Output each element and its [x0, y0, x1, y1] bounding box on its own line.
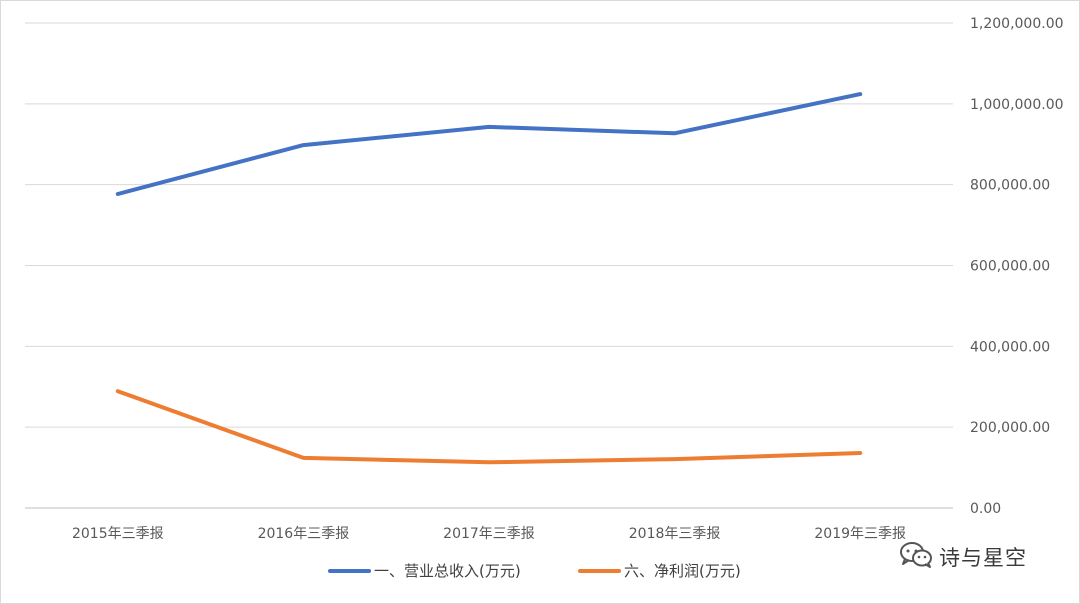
data-point	[116, 192, 120, 196]
y-tick-label: 400,000.00	[970, 339, 1050, 355]
series-line-2	[115, 389, 863, 465]
data-point	[301, 456, 305, 460]
y-tick-label: 1,200,000.00	[970, 16, 1064, 32]
x-tick-label: 2015年三季报	[72, 526, 164, 542]
series-line-1	[115, 92, 863, 196]
data-point	[301, 143, 305, 147]
y-tick-label: 800,000.00	[970, 178, 1050, 194]
x-tick-label: 2016年三季报	[258, 526, 350, 542]
data-point	[487, 460, 491, 464]
y-tick-label: 1,000,000.00	[970, 97, 1064, 113]
legend-label: 六、净利润(万元)	[624, 562, 741, 580]
x-tick-label: 2018年三季报	[629, 526, 721, 542]
data-point	[673, 457, 677, 461]
legend-label: 一、营业总收入(万元)	[374, 562, 521, 580]
x-tick-label: 2019年三季报	[814, 526, 906, 542]
data-point	[487, 125, 491, 129]
y-tick-label: 0.00	[970, 501, 1001, 517]
watermark: 诗与星空	[899, 541, 1027, 573]
x-tick-label: 2017年三季报	[443, 526, 535, 542]
y-tick-label: 600,000.00	[970, 259, 1050, 275]
data-point	[673, 131, 677, 135]
y-tick-label: 200,000.00	[970, 420, 1050, 436]
data-point	[116, 389, 120, 393]
watermark-text: 诗与星空	[939, 546, 1027, 570]
wechat-icon	[899, 541, 933, 573]
data-point	[858, 92, 862, 96]
data-point	[858, 451, 862, 455]
